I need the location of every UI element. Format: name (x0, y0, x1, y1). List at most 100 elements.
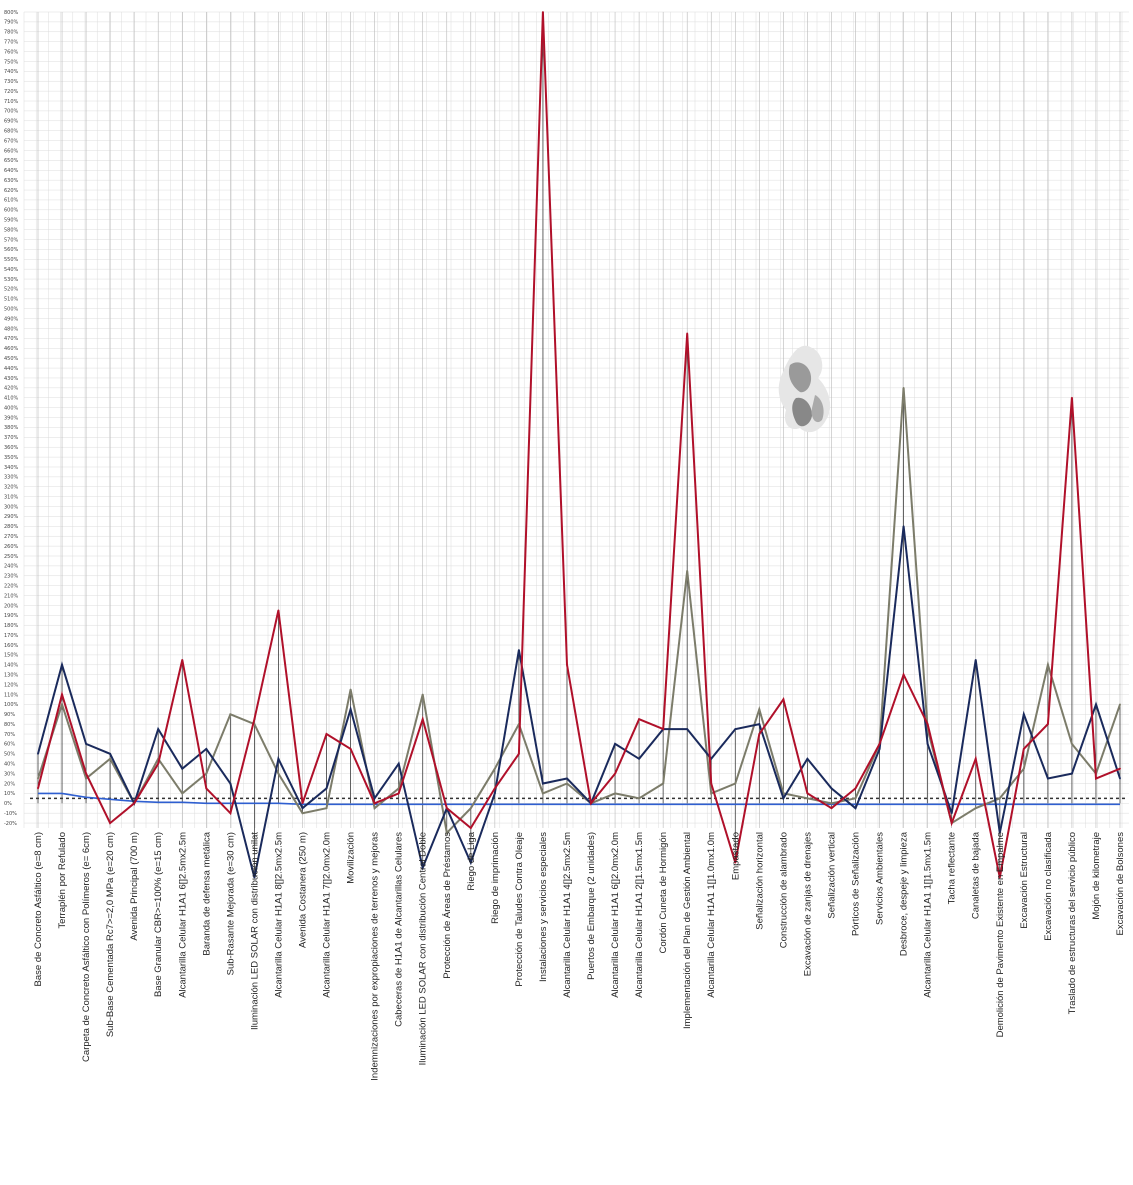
y-tick-label: 670% (4, 138, 19, 144)
y-tick-label: 90% (4, 712, 15, 718)
y-tick-label: 250% (4, 554, 19, 560)
series-point (854, 787, 857, 790)
series-point (1119, 703, 1121, 706)
series-point (590, 802, 592, 805)
y-tick-label: 230% (4, 574, 19, 580)
series-point (421, 866, 424, 869)
series-point (662, 782, 665, 785)
series-point (782, 797, 785, 800)
series-point (85, 743, 87, 745)
x-tick-label: Protección de Áreas de Préstamos (442, 832, 453, 979)
series-point (37, 787, 39, 790)
x-tick-label: Señalización vertical (826, 832, 837, 919)
y-tick-label: 200% (4, 603, 19, 609)
series-point (854, 807, 857, 810)
y-tick-label: 720% (4, 89, 19, 95)
series-point (205, 747, 208, 750)
y-tick-label: 20% (4, 781, 15, 787)
series-point (61, 663, 63, 666)
series-point (421, 693, 424, 696)
y-tick-label: 110% (4, 692, 19, 698)
series-point (181, 792, 184, 795)
x-tick-label: Baranda de defensa metálica (201, 831, 212, 955)
series-point (614, 792, 616, 795)
series-point (1071, 396, 1073, 399)
series-point (806, 757, 809, 760)
x-tick-label: Pórticos de Señalización (851, 832, 862, 936)
series-point (998, 832, 1001, 834)
x-tick-label: Alcantarilla Celular H1A1 6[]2.0mx2.0m (610, 832, 621, 998)
x-tick-label: Desbroce, despeje y limpieza (899, 831, 910, 956)
series-line-baseline (38, 792, 1120, 806)
series-point (469, 827, 472, 829)
series-point (662, 728, 665, 730)
series-point (133, 802, 136, 805)
series-point (638, 797, 641, 800)
series-point (974, 658, 977, 661)
series-point (998, 797, 1001, 800)
y-tick-label: 60% (4, 742, 15, 748)
x-tick-label: Alcantarilla Celular H1A1 6[]2.5mx2.5m (177, 832, 188, 998)
y-tick-label: 490% (4, 316, 19, 322)
y-tick-label: 240% (4, 564, 19, 570)
series-point (85, 772, 87, 775)
series-point (902, 673, 905, 676)
x-tick-label: Avenida Costanera (250 m) (297, 832, 308, 948)
y-tick-label: 440% (4, 366, 19, 372)
series-point (517, 752, 520, 755)
x-tick-label: Tacha reflectante (947, 832, 958, 904)
series-point (542, 782, 544, 785)
series-point (301, 802, 304, 805)
series-point (950, 812, 953, 815)
y-tick-label: 50% (4, 752, 15, 758)
series-point (325, 733, 328, 735)
series-point (373, 807, 376, 810)
y-tick-label: 100% (4, 702, 19, 708)
y-tick-label: 660% (4, 148, 19, 154)
series-point (469, 807, 472, 810)
y-tick-label: 260% (4, 544, 19, 550)
series-point (926, 743, 929, 745)
x-tick-label: Empastado (730, 832, 741, 880)
series-line (37, 526, 1121, 878)
series-point (277, 757, 280, 760)
series-line (37, 11, 1121, 878)
x-tick-label: Demolición de Pavimento Existente en Emp… (995, 832, 1006, 1037)
x-tick-label: Mojón de kilometraje (1091, 832, 1102, 920)
series-point (157, 762, 160, 765)
x-tick-label: Sub-Rasante Mejorada (e=30 cm) (225, 832, 236, 975)
series-point (974, 807, 977, 810)
y-axis: 800% 790% 780% 770% 760% 750% 740% 730% 720% 710%… (4, 10, 19, 827)
series-point (277, 609, 280, 612)
y-tick-label: 790% (4, 20, 19, 26)
y-tick-label: 210% (4, 593, 19, 599)
x-tick-label: Cordón Cuneta de Hormigón (658, 832, 669, 953)
x-tick-label: Sub-Base Cementada Rc7>=2,0 MPa (e=20 cm… (105, 832, 116, 1037)
y-tick-label: 560% (4, 247, 19, 253)
series-point (325, 807, 328, 810)
chart-grid (23, 11, 1129, 828)
series-point (277, 772, 280, 775)
series-point (421, 718, 424, 721)
x-tick-label: Riego de Liga (466, 831, 477, 890)
series-point (1095, 703, 1097, 706)
y-tick-label: 770% (4, 39, 19, 45)
y-tick-label: 70% (4, 732, 15, 738)
y-tick-label: -10% (4, 811, 17, 817)
series-point (301, 807, 304, 810)
series-point (686, 728, 689, 730)
x-tick-label: Base de Concreto Asfáltico (e=8 cm) (33, 832, 44, 986)
y-tick-label: 360% (4, 445, 19, 451)
x-tick-label: Alcantarilla Celular H1A1 2[]1.5mx1.5m (634, 832, 645, 998)
y-tick-label: 480% (4, 326, 19, 332)
y-tick-label: 430% (4, 376, 19, 382)
y-tick-label: 290% (4, 514, 19, 520)
y-tick-label: 570% (4, 237, 19, 243)
series-point (950, 822, 953, 824)
x-tick-label: Implementación del Plan de Gestión Ambie… (682, 832, 693, 1029)
y-tick-label: 350% (4, 455, 19, 461)
y-tick-label: 80% (4, 722, 15, 728)
y-tick-label: 650% (4, 158, 19, 164)
x-tick-label: Alcantarilla Celular H1A1 7[]2.0mx2.0m (322, 832, 333, 998)
